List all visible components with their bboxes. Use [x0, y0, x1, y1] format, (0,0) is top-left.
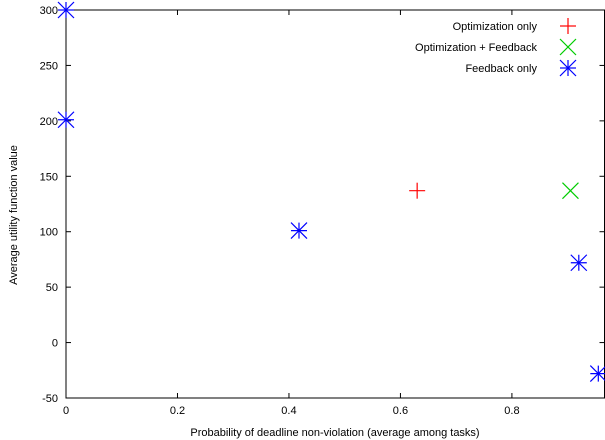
- marker-stroke: [57, 111, 75, 129]
- data-point: [57, 1, 75, 19]
- data-point: [290, 222, 308, 240]
- data-point: [57, 111, 75, 129]
- y-tick-label: 100: [40, 227, 58, 239]
- x-tick-label: 0.8: [504, 405, 519, 417]
- y-tick-label: 150: [40, 171, 58, 183]
- x-tick-label: 0.6: [393, 405, 408, 417]
- marker-stroke: [559, 38, 577, 56]
- legend-label: Feedback only: [465, 63, 537, 75]
- data-point: [409, 182, 426, 199]
- y-tick-label: 250: [40, 60, 58, 72]
- marker-stroke: [290, 222, 308, 240]
- legend-label: Optimization + Feedback: [415, 42, 537, 54]
- marker-stroke: [589, 366, 605, 383]
- y-tick-label: 200: [40, 116, 58, 128]
- x-tick-label: 0.2: [170, 405, 185, 417]
- y-tick-label: 0: [52, 338, 58, 350]
- data-point: [570, 254, 588, 272]
- legend-marker: [559, 38, 577, 56]
- y-tick-label: 300: [40, 5, 58, 17]
- legend-label: Optimization only: [453, 21, 538, 33]
- legend-marker: [559, 59, 577, 77]
- data-point: [589, 365, 605, 383]
- data-point: [562, 182, 579, 200]
- marker-stroke: [562, 182, 579, 200]
- x-tick-label: 0.4: [281, 405, 296, 417]
- y-tick-label: 50: [46, 282, 58, 294]
- y-axis-label: Average utility function value: [8, 145, 20, 285]
- y-tick-label: -50: [42, 393, 58, 405]
- marker-stroke: [57, 1, 75, 19]
- legend-marker: [560, 18, 576, 34]
- marker-stroke: [570, 254, 588, 272]
- x-axis-label: Probability of deadline non-violation (a…: [190, 427, 479, 439]
- marker-stroke: [559, 59, 577, 77]
- x-tick-label: 0: [63, 405, 69, 417]
